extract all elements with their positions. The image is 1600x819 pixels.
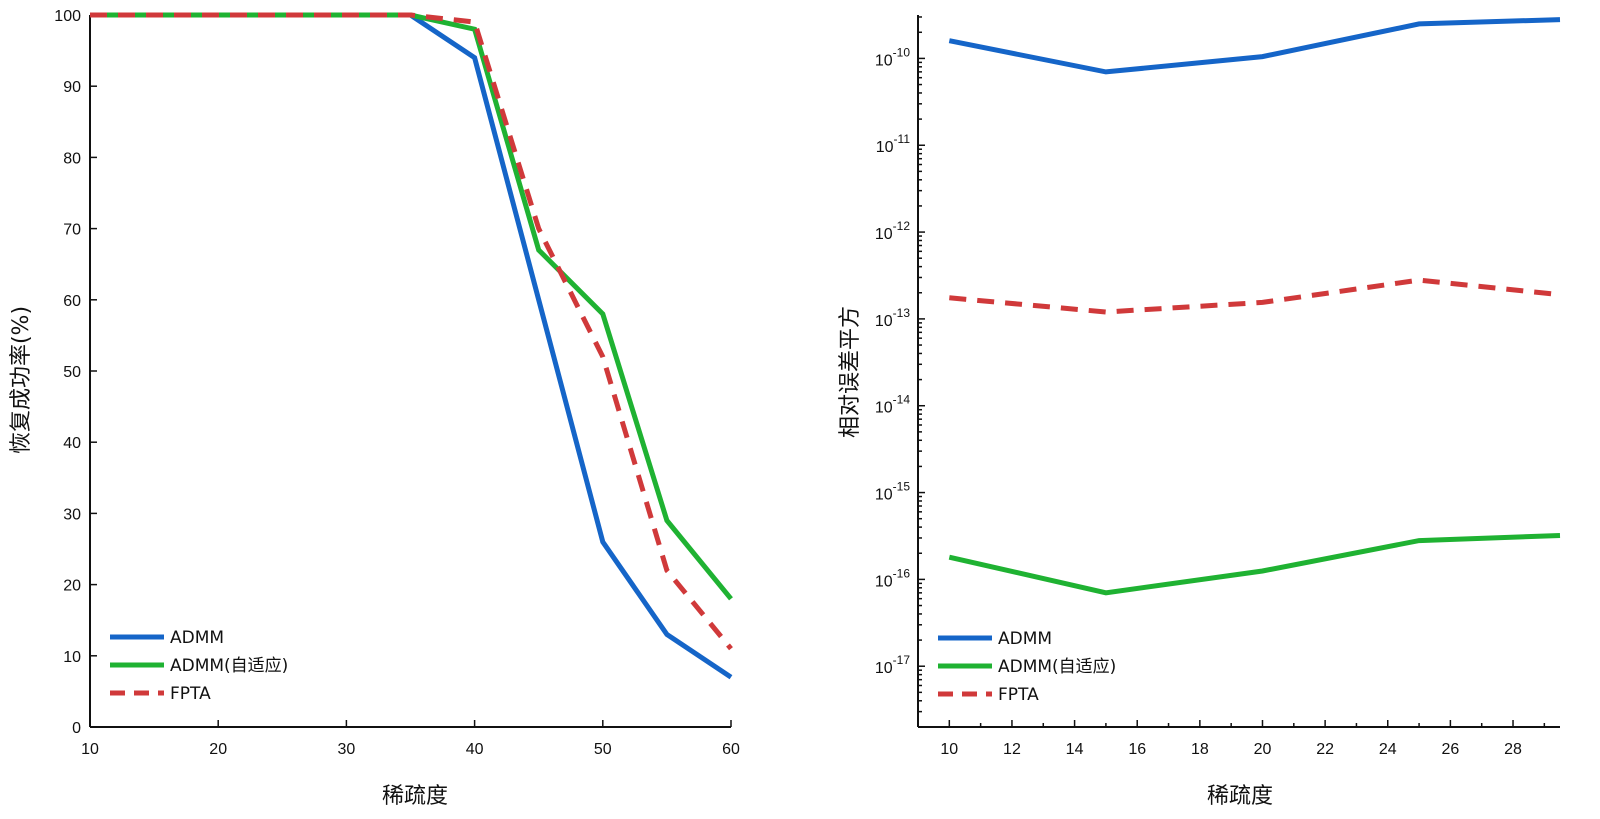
recovery-rate-chart: 稀疏度 恢复成功率(%) 10 20 30 40 50 60010203040506070… (9, 8, 740, 809)
y-tick-label: 30 (63, 506, 81, 523)
x-tick-label: 12 (1003, 741, 1021, 758)
y-tick-label: 10-15 (875, 480, 910, 504)
legend-label: ADMM(自适应) (170, 656, 288, 676)
x-tick-label: 10 (81, 741, 99, 758)
y-tick-label: 10-13 (875, 306, 910, 330)
y-tick-label: 0 (72, 720, 81, 737)
series-line-admm- (948, 533, 1561, 596)
x-tick-label: 40 (466, 741, 484, 758)
y-tick-label: 100 (54, 8, 81, 25)
y-tick-label: 10-12 (875, 219, 910, 243)
legend-label: FPTA (170, 684, 211, 704)
x-tick-label: 22 (1316, 741, 1334, 758)
legend-label: ADMM (170, 628, 224, 648)
y-tick-label: 10-10 (875, 45, 910, 69)
y-tick-label: 10 (63, 649, 81, 666)
relative-error-chart: 稀疏度 相对误差平方 10 12 14 16 18 20 22 24 26 28 10-10 10-1… (838, 15, 1561, 809)
legend-label: ADMM(自适应) (998, 657, 1116, 677)
y-tick-label: 10-11 (876, 132, 911, 156)
y-tick-label: 10-17 (875, 653, 910, 677)
x-tick-label: 50 (594, 741, 612, 758)
x-tick-label: 14 (1066, 741, 1084, 758)
y-tick-label: 40 (63, 435, 81, 452)
legend-label: FPTA (998, 685, 1039, 705)
y-tick-label: 10-14 (875, 393, 910, 417)
x-tick-label: 18 (1191, 741, 1209, 758)
y-tick-label: 60 (63, 293, 81, 310)
x-tick-label: 16 (1128, 741, 1146, 758)
y-tick-label: 90 (63, 79, 81, 96)
x-tick-label: 28 (1504, 741, 1522, 758)
series-line-admm- (90, 12, 733, 601)
y-axis-label: 相对误差平方 (838, 306, 863, 438)
x-axis-label: 稀疏度 (382, 784, 448, 809)
x-tick-label: 20 (209, 741, 227, 758)
x-tick-label: 26 (1441, 741, 1459, 758)
x-tick-label: 20 (1254, 741, 1272, 758)
y-tick-label: 20 (63, 578, 81, 595)
y-tick-label: 50 (63, 364, 81, 381)
x-axis-label: 稀疏度 (1207, 784, 1273, 809)
series-line-admm (90, 12, 733, 680)
x-tick-label: 30 (338, 741, 356, 758)
x-tick-label: 10 (940, 741, 958, 758)
series-line-fpta (90, 12, 733, 651)
y-tick-label: 70 (63, 222, 81, 239)
y-tick-label: 80 (63, 150, 81, 167)
legend-label: ADMM (998, 629, 1052, 649)
y-axis-label: 恢复成功率(%) (9, 306, 34, 454)
x-tick-label: 60 (722, 741, 740, 758)
x-tick-label: 24 (1379, 741, 1397, 758)
series-line-admm (948, 17, 1561, 75)
y-tick-label: 10-16 (875, 566, 910, 590)
series-line-fpta (949, 277, 1561, 315)
